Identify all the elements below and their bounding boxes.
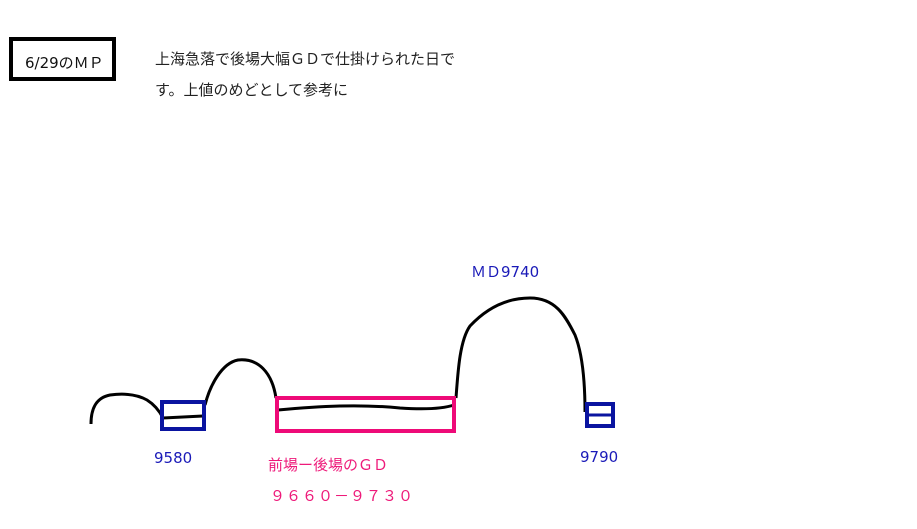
gap-range-label: ９６６０－９７３０ [270, 487, 415, 505]
profile-curve-1 [89, 392, 165, 425]
title-text: 6/29のＭＰ [25, 54, 104, 72]
gap-line [277, 403, 455, 412]
gap-title-label: 前場ー後場のＧＤ [268, 456, 389, 474]
low-box-9580 [160, 400, 206, 431]
gap-box [275, 396, 456, 433]
profile-curve-4 [454, 296, 587, 413]
profile-curve-3 [203, 358, 278, 406]
high-label: 9790 [580, 448, 619, 466]
low-label: 9580 [154, 449, 193, 467]
md-label: ＭＤ9740 [471, 263, 540, 281]
note-line-1: 上海急落で後場大幅ＧＤで仕掛けられた日で [155, 50, 456, 68]
note-line-2: す。上値のめどとして参考に [155, 81, 349, 99]
title-box: 6/29のＭＰ [9, 37, 116, 81]
profile-curve-2 [162, 414, 204, 420]
